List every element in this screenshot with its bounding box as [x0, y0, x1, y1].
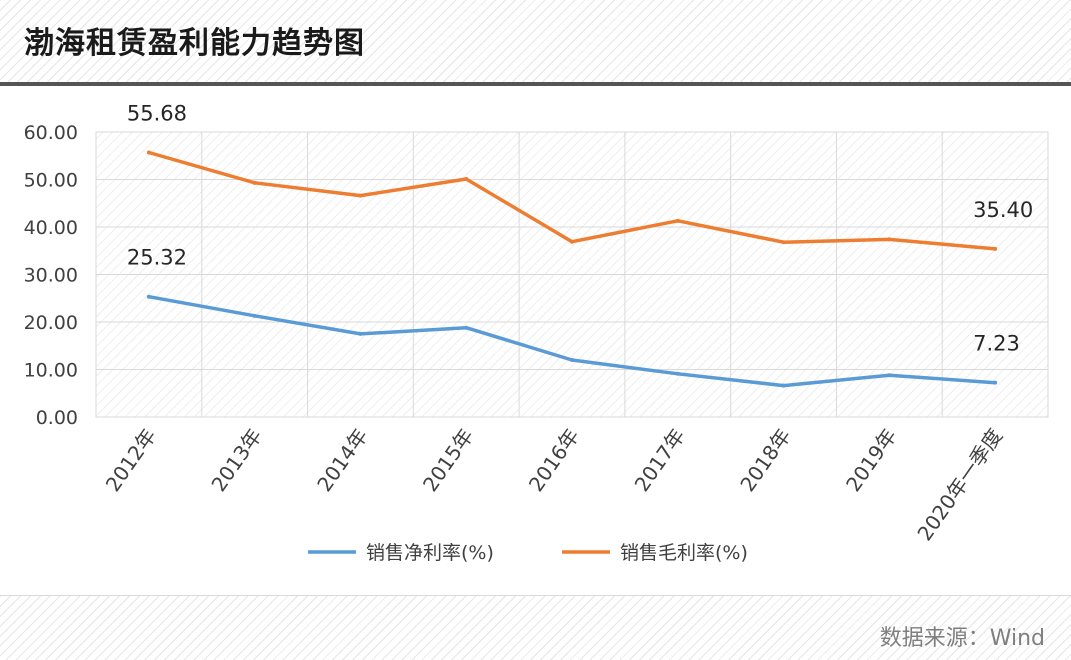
y-tick-label: 10.00 [24, 360, 78, 382]
legend-label: 销售净利率(%) [366, 542, 494, 564]
series-point-0 [358, 331, 363, 336]
y-tick-label: 0.00 [36, 407, 78, 429]
series-point-0 [675, 371, 680, 376]
y-tick-label: 50.00 [24, 170, 78, 192]
legend-label: 销售毛利率(%) [620, 542, 748, 564]
series-point-0 [781, 383, 786, 388]
series-point-1 [993, 246, 998, 251]
x-tick-label: 2016年 [524, 424, 584, 496]
series-point-1 [887, 237, 892, 242]
header-band: 渤海租赁盈利能力趋势图 [0, 0, 1071, 82]
series-point-1 [781, 240, 786, 245]
series-point-1 [358, 193, 363, 198]
x-tick-label: 2013年 [206, 424, 266, 496]
x-tick-label: 2020年一季度 [912, 424, 1007, 545]
x-tick-label: 2015年 [418, 424, 478, 496]
y-tick-label: 40.00 [24, 217, 78, 239]
y-tick-label: 20.00 [24, 312, 78, 334]
data-label: 35.40 [973, 198, 1033, 222]
y-tick-label: 30.00 [24, 265, 78, 287]
data-label: 55.68 [127, 102, 187, 126]
footer-band: 数据来源：Wind [0, 595, 1071, 660]
series-point-0 [146, 294, 151, 299]
x-tick-label: 2018年 [735, 424, 795, 496]
series-point-0 [570, 358, 574, 362]
series-point-1 [675, 218, 680, 223]
line-chart: 0.00 10.00 20.00 30.00 40.00 50.00 60.00 2012年… [24, 102, 1049, 564]
series-point-0 [252, 313, 257, 318]
x-tick-label: 2014年 [312, 424, 372, 496]
x-tick-label: 2017年 [630, 424, 690, 496]
series-point-1 [146, 150, 151, 155]
series-point-0 [993, 380, 998, 385]
y-tick-label: 60.00 [24, 122, 78, 144]
page-title: 渤海租赁盈利能力趋势图 [24, 26, 365, 61]
series-point-0 [464, 325, 469, 330]
x-tick-label: 2012年 [101, 424, 161, 496]
source-note: 数据来源：Wind [879, 626, 1045, 651]
chart-container: 0.00 10.00 20.00 30.00 40.00 50.00 60.00 2012年… [0, 86, 1071, 591]
x-tick-label: 2019年 [841, 424, 901, 496]
data-label: 7.23 [973, 332, 1020, 356]
series-point-1 [464, 177, 469, 182]
data-label: 25.32 [127, 246, 187, 270]
header-divider [0, 82, 1071, 86]
series-point-1 [252, 180, 257, 185]
series-point-0 [887, 373, 892, 378]
series-point-1 [570, 239, 574, 244]
